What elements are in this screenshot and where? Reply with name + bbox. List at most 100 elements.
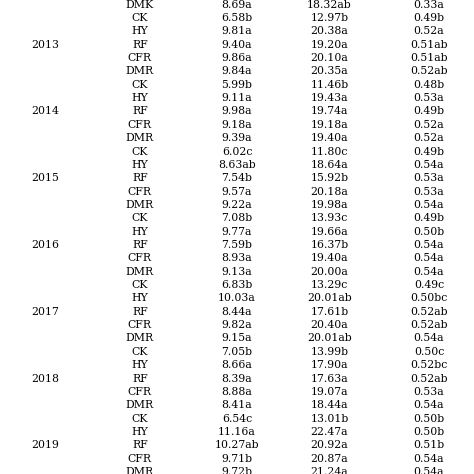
Text: 0.49c: 0.49c [414, 280, 444, 290]
Text: 6.58b: 6.58b [221, 13, 253, 23]
Text: 9.82a: 9.82a [222, 320, 252, 330]
Text: 11.16a: 11.16a [218, 427, 256, 437]
Text: 9.86a: 9.86a [222, 53, 252, 63]
Text: 13.93c: 13.93c [311, 213, 348, 223]
Text: 22.47a: 22.47a [310, 427, 348, 437]
Text: 10.27ab: 10.27ab [215, 440, 259, 450]
Text: 8.69a: 8.69a [222, 0, 252, 9]
Text: 0.51b: 0.51b [413, 440, 445, 450]
Text: CFR: CFR [128, 387, 152, 397]
Text: 0.48b: 0.48b [413, 80, 445, 90]
Text: 9.98a: 9.98a [222, 107, 252, 117]
Text: 20.92a: 20.92a [310, 440, 348, 450]
Text: HY: HY [131, 27, 148, 36]
Text: 0.53a: 0.53a [414, 387, 444, 397]
Text: CK: CK [132, 80, 148, 90]
Text: RF: RF [132, 240, 148, 250]
Text: 0.49b: 0.49b [413, 107, 445, 117]
Text: 20.18a: 20.18a [310, 187, 348, 197]
Text: 8.88a: 8.88a [222, 387, 252, 397]
Text: 8.93a: 8.93a [222, 254, 252, 264]
Text: 0.52ab: 0.52ab [410, 307, 448, 317]
Text: 17.63a: 17.63a [310, 374, 348, 383]
Text: 18.32ab: 18.32ab [307, 0, 352, 9]
Text: CFR: CFR [128, 254, 152, 264]
Text: 0.54a: 0.54a [414, 467, 444, 474]
Text: 12.97b: 12.97b [310, 13, 348, 23]
Text: 18.64a: 18.64a [310, 160, 348, 170]
Text: 0.53a: 0.53a [414, 187, 444, 197]
Text: 0.52a: 0.52a [414, 27, 444, 36]
Text: 15.92b: 15.92b [310, 173, 348, 183]
Text: 2018: 2018 [31, 374, 59, 383]
Text: 19.40a: 19.40a [310, 133, 348, 143]
Text: DMK: DMK [126, 0, 154, 9]
Text: 0.54a: 0.54a [414, 454, 444, 464]
Text: CK: CK [132, 213, 148, 223]
Text: 9.18a: 9.18a [222, 120, 252, 130]
Text: 8.63ab: 8.63ab [218, 160, 256, 170]
Text: 0.52ab: 0.52ab [410, 374, 448, 383]
Text: CK: CK [132, 347, 148, 357]
Text: 9.39a: 9.39a [222, 133, 252, 143]
Text: RF: RF [132, 173, 148, 183]
Text: RF: RF [132, 107, 148, 117]
Text: 19.40a: 19.40a [310, 254, 348, 264]
Text: DMR: DMR [126, 66, 154, 76]
Text: 9.13a: 9.13a [222, 267, 252, 277]
Text: 10.03a: 10.03a [218, 293, 256, 303]
Text: HY: HY [131, 293, 148, 303]
Text: 0.54a: 0.54a [414, 240, 444, 250]
Text: 2017: 2017 [31, 307, 59, 317]
Text: 0.54a: 0.54a [414, 160, 444, 170]
Text: 0.54a: 0.54a [414, 200, 444, 210]
Text: CFR: CFR [128, 320, 152, 330]
Text: 0.52ab: 0.52ab [410, 320, 448, 330]
Text: 19.66a: 19.66a [310, 227, 348, 237]
Text: 5.99b: 5.99b [221, 80, 253, 90]
Text: HY: HY [131, 93, 148, 103]
Text: 20.35a: 20.35a [310, 66, 348, 76]
Text: 20.00a: 20.00a [310, 267, 348, 277]
Text: 0.49b: 0.49b [413, 146, 445, 156]
Text: 19.74a: 19.74a [311, 107, 348, 117]
Text: 9.40a: 9.40a [222, 40, 252, 50]
Text: 0.49b: 0.49b [413, 213, 445, 223]
Text: 2015: 2015 [31, 173, 59, 183]
Text: 0.54a: 0.54a [414, 267, 444, 277]
Text: CK: CK [132, 146, 148, 156]
Text: HY: HY [131, 360, 148, 370]
Text: 0.51ab: 0.51ab [410, 53, 448, 63]
Text: CK: CK [132, 414, 148, 424]
Text: 8.41a: 8.41a [222, 400, 252, 410]
Text: CFR: CFR [128, 120, 152, 130]
Text: 0.53a: 0.53a [414, 173, 444, 183]
Text: 19.98a: 19.98a [310, 200, 348, 210]
Text: 8.66a: 8.66a [222, 360, 252, 370]
Text: 8.39a: 8.39a [222, 374, 252, 383]
Text: 2019: 2019 [31, 440, 59, 450]
Text: 0.50c: 0.50c [414, 347, 444, 357]
Text: 20.87a: 20.87a [310, 454, 348, 464]
Text: CK: CK [132, 13, 148, 23]
Text: 0.53a: 0.53a [414, 93, 444, 103]
Text: 0.50b: 0.50b [413, 227, 445, 237]
Text: 0.50b: 0.50b [413, 414, 445, 424]
Text: DMR: DMR [126, 267, 154, 277]
Text: 13.01b: 13.01b [310, 414, 348, 424]
Text: 0.50bc: 0.50bc [410, 293, 447, 303]
Text: 0.54a: 0.54a [414, 400, 444, 410]
Text: HY: HY [131, 160, 148, 170]
Text: 9.77a: 9.77a [222, 227, 252, 237]
Text: 9.84a: 9.84a [222, 66, 252, 76]
Text: 19.20a: 19.20a [310, 40, 348, 50]
Text: 6.83b: 6.83b [221, 280, 253, 290]
Text: HY: HY [131, 427, 148, 437]
Text: 7.08b: 7.08b [221, 213, 253, 223]
Text: 8.44a: 8.44a [222, 307, 252, 317]
Text: 2014: 2014 [31, 107, 59, 117]
Text: 9.15a: 9.15a [222, 334, 252, 344]
Text: 9.72b: 9.72b [221, 467, 253, 474]
Text: 0.49b: 0.49b [413, 13, 445, 23]
Text: 0.52ab: 0.52ab [410, 66, 448, 76]
